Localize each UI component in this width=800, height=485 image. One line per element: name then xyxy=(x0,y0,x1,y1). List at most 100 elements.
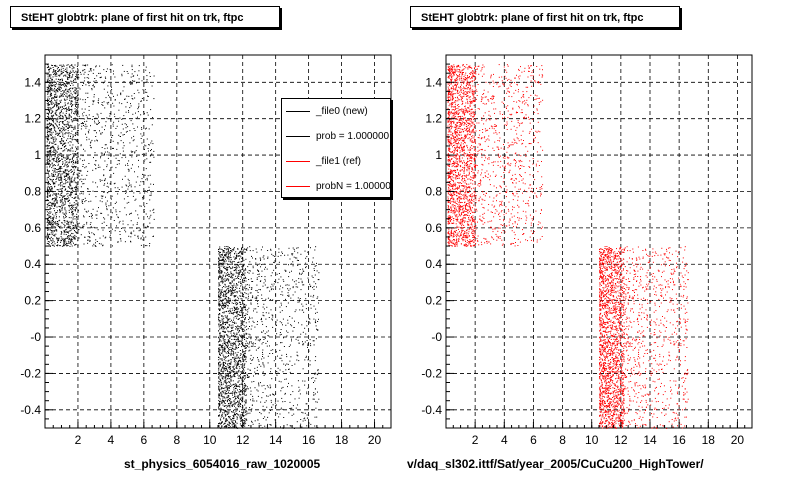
data-point xyxy=(272,272,273,273)
data-point xyxy=(116,214,117,215)
data-point xyxy=(263,257,264,258)
data-point xyxy=(230,384,231,385)
data-point xyxy=(56,231,57,232)
data-point xyxy=(95,196,96,197)
data-point xyxy=(85,179,86,180)
data-point xyxy=(223,296,224,297)
data-point xyxy=(244,363,245,364)
data-point xyxy=(95,130,96,131)
data-point xyxy=(256,401,257,402)
data-point xyxy=(47,239,48,240)
data-point xyxy=(255,290,256,291)
data-point xyxy=(277,375,278,376)
data-point xyxy=(134,71,135,72)
data-point xyxy=(58,103,59,104)
data-point xyxy=(60,194,61,195)
data-point xyxy=(65,188,66,189)
data-point xyxy=(311,308,312,309)
data-point xyxy=(147,79,148,80)
data-point xyxy=(225,392,226,393)
data-point xyxy=(150,195,151,196)
data-point xyxy=(224,359,225,360)
data-point xyxy=(83,226,84,227)
data-point xyxy=(49,202,50,203)
data-point xyxy=(240,374,241,375)
data-point xyxy=(131,168,132,169)
data-point xyxy=(60,175,61,176)
data-point xyxy=(316,265,317,266)
data-point xyxy=(220,371,221,372)
data-point xyxy=(227,278,228,279)
data-point xyxy=(72,177,73,178)
data-point xyxy=(259,364,260,365)
data-point xyxy=(67,97,68,98)
data-point xyxy=(240,355,241,356)
data-point xyxy=(224,305,225,306)
data-point xyxy=(59,103,60,104)
data-point xyxy=(87,243,88,244)
data-point xyxy=(313,319,314,320)
data-point xyxy=(268,298,269,299)
data-point xyxy=(232,421,233,422)
data-point xyxy=(55,165,56,166)
data-point xyxy=(128,96,129,97)
data-point xyxy=(222,416,223,417)
data-point xyxy=(242,407,243,408)
data-point xyxy=(55,139,56,140)
data-point xyxy=(291,263,292,264)
data-point xyxy=(230,257,231,258)
data-point xyxy=(270,250,271,251)
data-point xyxy=(90,142,91,143)
data-point xyxy=(61,65,62,66)
data-point xyxy=(71,222,72,223)
data-point xyxy=(226,328,227,329)
data-point xyxy=(58,185,59,186)
data-point xyxy=(228,250,229,251)
data-point xyxy=(223,266,224,267)
data-point xyxy=(232,424,233,425)
data-point xyxy=(56,178,57,179)
data-point xyxy=(68,245,69,246)
data-point xyxy=(241,261,242,262)
data-point xyxy=(249,347,250,348)
data-point xyxy=(64,130,65,131)
data-point xyxy=(238,341,239,342)
data-point xyxy=(58,225,59,226)
data-point xyxy=(133,224,134,225)
data-point xyxy=(244,330,245,331)
data-point xyxy=(232,404,233,405)
data-point xyxy=(47,130,48,131)
data-point xyxy=(147,112,148,113)
data-point xyxy=(57,135,58,136)
data-point xyxy=(237,316,238,317)
data-point xyxy=(147,216,148,217)
data-point xyxy=(107,186,108,187)
data-point xyxy=(76,207,77,208)
data-point xyxy=(94,118,95,119)
data-point xyxy=(59,168,60,169)
data-point xyxy=(77,102,78,103)
data-point xyxy=(122,187,123,188)
data-point xyxy=(98,121,99,122)
data-point xyxy=(121,241,122,242)
data-point xyxy=(245,373,246,374)
data-point xyxy=(48,184,49,185)
data-point xyxy=(221,291,222,292)
data-point xyxy=(220,393,221,394)
data-point xyxy=(238,363,239,364)
data-point xyxy=(283,319,284,320)
data-point xyxy=(148,96,149,97)
data-point xyxy=(107,201,108,202)
data-point xyxy=(96,218,97,219)
data-point xyxy=(230,311,231,312)
data-point xyxy=(60,185,61,186)
data-point xyxy=(227,351,228,352)
data-point xyxy=(65,84,66,85)
data-point xyxy=(232,282,233,283)
data-point xyxy=(235,360,236,361)
data-point xyxy=(225,275,226,276)
data-point xyxy=(100,133,101,134)
data-point xyxy=(318,319,319,320)
data-point xyxy=(106,121,107,122)
data-point xyxy=(263,392,264,393)
